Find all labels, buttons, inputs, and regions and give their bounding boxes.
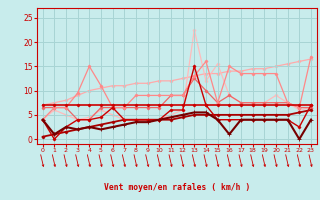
Text: Vent moyen/en rafales ( km/h ): Vent moyen/en rafales ( km/h ) [104, 184, 251, 192]
